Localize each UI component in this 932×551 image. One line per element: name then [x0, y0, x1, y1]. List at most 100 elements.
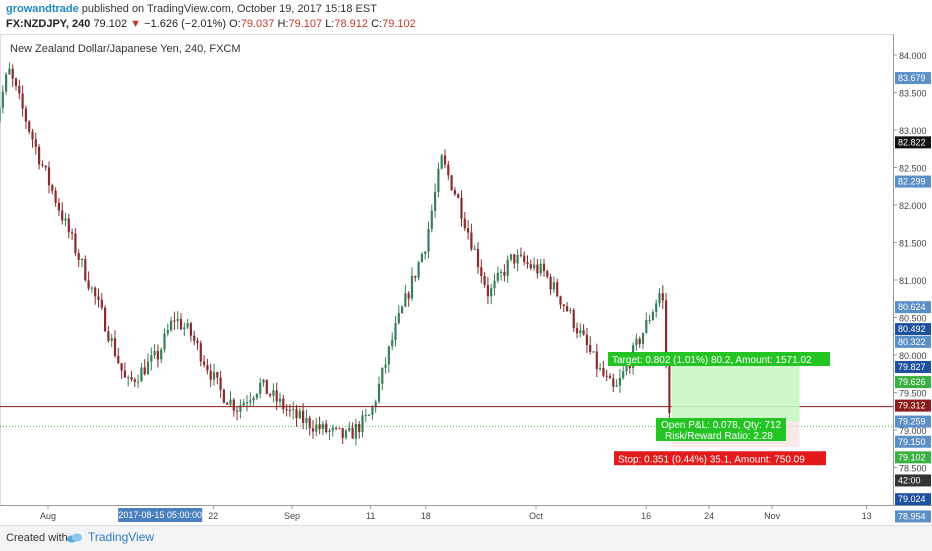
x-tick-label: Aug [40, 511, 56, 521]
tradingview-logo[interactable]: TradingView [66, 530, 154, 544]
candle-body [562, 304, 565, 307]
candle-body [605, 375, 608, 377]
candle-body [133, 379, 136, 382]
y-tick-label: 79.500 [899, 389, 927, 399]
candle-body [110, 338, 113, 341]
chart-title: New Zealand Dollar/Japanese Yen, 240, FX… [10, 43, 241, 55]
candle-body [328, 430, 331, 432]
candle-body [602, 367, 605, 376]
close-label: C: [371, 18, 383, 30]
candle-body [559, 296, 562, 305]
price-tag-label: 80.624 [898, 302, 926, 312]
cursor-date-box [118, 508, 203, 522]
candle-body [295, 409, 298, 419]
candle-body [272, 390, 275, 396]
candle-body [44, 165, 47, 168]
candle-body [628, 365, 631, 369]
candle-body [176, 318, 179, 322]
candle-body [585, 334, 589, 345]
candle-body [361, 415, 364, 433]
candle-body [364, 415, 367, 417]
candle-body [648, 320, 651, 322]
y-tick-label: 78.500 [899, 464, 927, 474]
candle-body [575, 328, 579, 334]
price-tag-box [895, 435, 931, 448]
candle-body [196, 340, 199, 344]
y-tick-label: 80.000 [899, 351, 927, 361]
candle-body [493, 280, 496, 289]
candle-body [321, 423, 325, 430]
candle-body [483, 276, 486, 286]
candle-body [67, 218, 70, 233]
symbol-label[interactable]: FX:NZDJPY, 240 [6, 18, 91, 30]
candle-body [120, 363, 123, 371]
publish-text: published on TradingView.com, October 19… [78, 3, 377, 15]
price-tag-label: 82.299 [898, 177, 926, 187]
candle-body [24, 108, 28, 122]
candle-body [212, 372, 216, 380]
candle-body [11, 68, 14, 79]
candle-body [397, 312, 400, 324]
candle-body [552, 282, 556, 290]
candle-body [113, 338, 117, 356]
candle-body [437, 168, 440, 192]
candle-body [480, 267, 483, 277]
price-tag-box [895, 301, 931, 314]
candle-body [542, 263, 546, 272]
chart-header: growandtrade published on TradingView.co… [0, 0, 932, 34]
x-tick-label: Sep [284, 511, 300, 521]
candle-body [278, 398, 282, 402]
candle-body [427, 228, 430, 252]
candle-body [404, 293, 407, 307]
symbol-info: FX:NZDJPY, 240 79.102 ▼ −1.626 (−2.01%) … [6, 18, 416, 30]
candle-body [28, 121, 31, 132]
close-value: 79.102 [382, 18, 416, 30]
candle-body [391, 339, 394, 347]
candle-body [311, 428, 315, 432]
candle-body [569, 309, 572, 311]
candle-body [490, 288, 493, 297]
x-tick-label: 11 [366, 511, 375, 521]
candle-body [589, 344, 592, 352]
candle-body [179, 318, 183, 330]
price-tag-label: 82.822 [898, 137, 926, 147]
candle-body [377, 383, 381, 402]
x-tick-label: 13 [862, 511, 872, 521]
candle-body [513, 254, 516, 264]
y-tick-label: 84.000 [899, 51, 927, 61]
candle-body [71, 232, 74, 234]
candle-body [189, 323, 193, 336]
candle-body [486, 285, 490, 297]
candle-body [539, 263, 542, 274]
candle-body [275, 390, 278, 402]
price-tag-box [895, 360, 931, 373]
candle-body [153, 350, 156, 356]
price-chart[interactable]: New Zealand Dollar/Japanese Yen, 240, FX… [0, 34, 932, 551]
candle-body [348, 428, 351, 431]
candle-body [460, 198, 463, 219]
candle-body [526, 262, 529, 265]
candle-body [549, 276, 552, 290]
author-link[interactable]: growandtrade [6, 3, 79, 15]
candle-body [5, 74, 8, 92]
candle-body [249, 400, 252, 403]
candle-body [199, 343, 202, 362]
last-price: 79.102 [93, 18, 128, 30]
candle-body [150, 355, 153, 362]
candle-body [529, 264, 532, 269]
price-tag-box [895, 399, 931, 412]
candle-body [100, 299, 103, 308]
tradingview-cloud-icon [66, 532, 84, 543]
candle-body [127, 376, 130, 378]
candle-body [618, 377, 622, 386]
candle-body [80, 259, 84, 261]
candle-body [523, 255, 526, 263]
candle-body [236, 410, 239, 412]
y-tick-label: 80.500 [899, 314, 927, 324]
candle-body [31, 131, 34, 140]
candle-body [414, 275, 417, 278]
open-label: O: [229, 18, 241, 30]
low-value: 78.912 [334, 18, 369, 30]
risk-reward-label: Risk/Reward Ratio: 2.28 [665, 431, 773, 442]
chart-area[interactable]: New Zealand Dollar/Japanese Yen, 240, FX… [0, 34, 932, 551]
